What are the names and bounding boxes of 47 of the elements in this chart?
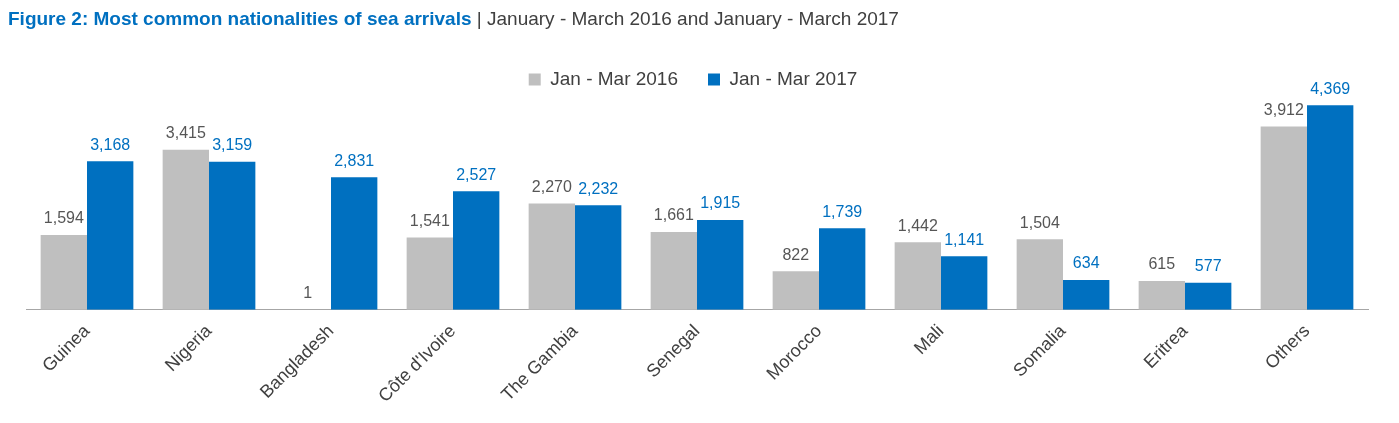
chart-subtitle: | January - March 2016 and January - March 2017 bbox=[476, 8, 899, 29]
data-label: 634 bbox=[1072, 254, 1100, 272]
data-label: 1,442 bbox=[897, 216, 938, 234]
data-label: 822 bbox=[782, 245, 810, 263]
data-label: 1,661 bbox=[653, 206, 694, 224]
bar bbox=[40, 235, 87, 310]
data-label: 1,594 bbox=[43, 209, 84, 227]
bar bbox=[209, 161, 256, 310]
bar bbox=[650, 231, 697, 310]
data-label: 3,159 bbox=[212, 136, 253, 154]
bar bbox=[1063, 279, 1110, 310]
chart-title: Figure 2: Most common nationalities of sea arrivals bbox=[8, 8, 472, 29]
data-label: 1,141 bbox=[944, 230, 985, 248]
bar bbox=[528, 203, 575, 310]
bar bbox=[1185, 282, 1232, 310]
bar bbox=[894, 242, 941, 310]
legend-label: Jan - Mar 2016 bbox=[550, 67, 679, 89]
data-label: 2,527 bbox=[456, 165, 497, 183]
bar bbox=[819, 228, 866, 310]
bar bbox=[772, 271, 819, 310]
data-label: 2,270 bbox=[531, 177, 572, 195]
data-label: 1,504 bbox=[1019, 213, 1060, 231]
bar bbox=[1260, 126, 1307, 310]
bar bbox=[1138, 280, 1185, 310]
data-label: 4,369 bbox=[1310, 79, 1351, 97]
data-label: 2,232 bbox=[578, 179, 619, 197]
data-label: 3,912 bbox=[1263, 100, 1304, 118]
legend-label: Jan - Mar 2017 bbox=[729, 67, 858, 89]
data-label: 1,915 bbox=[700, 194, 741, 212]
data-label: 2,831 bbox=[334, 151, 375, 169]
data-label: 615 bbox=[1148, 255, 1176, 273]
bar bbox=[162, 149, 209, 310]
bar bbox=[1307, 105, 1354, 310]
data-label: 3,168 bbox=[90, 135, 131, 153]
data-label: 1 bbox=[303, 284, 313, 302]
bar bbox=[406, 237, 453, 310]
bar bbox=[697, 220, 744, 310]
bar bbox=[331, 177, 378, 310]
bar bbox=[941, 256, 988, 310]
data-label: 1,739 bbox=[822, 202, 863, 220]
bar bbox=[453, 191, 500, 310]
bar bbox=[575, 205, 622, 310]
data-label: 1,541 bbox=[409, 211, 450, 229]
data-label: 3,415 bbox=[165, 124, 206, 142]
bar bbox=[1016, 239, 1063, 310]
bar bbox=[87, 161, 134, 310]
data-label: 577 bbox=[1194, 257, 1222, 275]
